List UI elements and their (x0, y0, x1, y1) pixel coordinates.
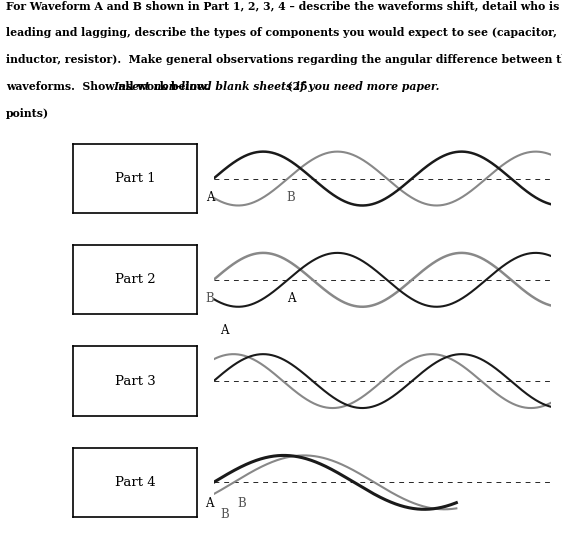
Text: leading and lagging, describe the types of components you would expect to see (c: leading and lagging, describe the types … (6, 27, 556, 38)
Text: Part 4: Part 4 (115, 476, 155, 489)
Text: Insert non-lined blank sheets if you need more paper.: Insert non-lined blank sheets if you nee… (113, 81, 439, 92)
Text: points): points) (6, 108, 49, 119)
Text: B: B (220, 508, 229, 521)
Text: B: B (206, 292, 215, 305)
Text: B: B (287, 191, 296, 204)
Text: A: A (205, 497, 214, 510)
Text: A: A (287, 292, 296, 305)
Text: A: A (206, 191, 215, 204)
Text: Part 1: Part 1 (115, 172, 155, 185)
Text: B: B (237, 497, 246, 510)
Text: For Waveform A and B shown in Part 1, 2, 3, 4 – describe the waveforms shift, de: For Waveform A and B shown in Part 1, 2,… (6, 0, 559, 11)
Text: Part 2: Part 2 (115, 273, 155, 286)
Text: inductor, resistor).  Make general observations regarding the angular difference: inductor, resistor). Make general observ… (6, 54, 562, 65)
Text: waveforms.  Show all work below.: waveforms. Show all work below. (6, 81, 216, 92)
Text: Part 3: Part 3 (115, 375, 155, 387)
Text: A: A (220, 325, 229, 337)
Text: (25: (25 (280, 81, 308, 92)
